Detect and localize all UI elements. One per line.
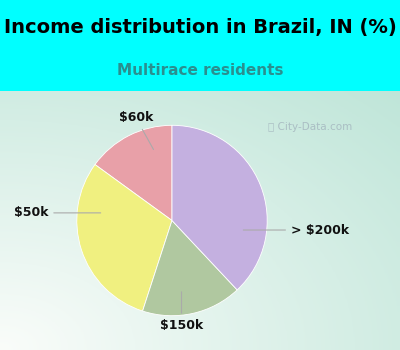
Text: ⓘ City-Data.com: ⓘ City-Data.com xyxy=(268,122,352,132)
Text: $150k: $150k xyxy=(160,292,203,332)
Wedge shape xyxy=(172,125,267,290)
Wedge shape xyxy=(77,164,172,311)
Text: $60k: $60k xyxy=(119,111,154,149)
Text: Income distribution in Brazil, IN (%): Income distribution in Brazil, IN (%) xyxy=(4,18,396,37)
Text: > $200k: > $200k xyxy=(243,224,349,237)
Wedge shape xyxy=(95,125,172,220)
Text: $50k: $50k xyxy=(14,206,101,219)
Wedge shape xyxy=(142,220,237,316)
Text: Multirace residents: Multirace residents xyxy=(117,63,283,78)
